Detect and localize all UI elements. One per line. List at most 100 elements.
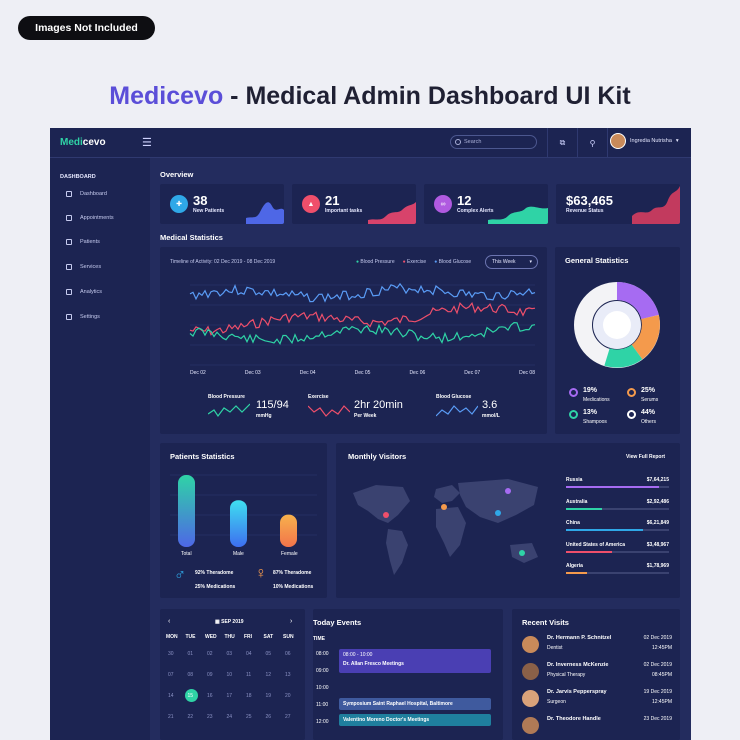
view-full-report-link[interactable]: View Full Report bbox=[626, 454, 666, 460]
user-menu[interactable]: Ingredia Nutrisha ▾ bbox=[610, 133, 679, 149]
patients-bar-chart bbox=[170, 474, 317, 547]
calendar-day[interactable]: 03 bbox=[226, 651, 233, 657]
calendar-day[interactable]: 26 bbox=[265, 714, 272, 720]
range-select[interactable]: This Week ▾ bbox=[485, 255, 538, 269]
calendar-day[interactable]: 08 bbox=[187, 672, 194, 678]
general-statistics-donut bbox=[574, 282, 660, 368]
calendar-day[interactable]: 02 bbox=[207, 651, 213, 657]
range-select-value: This Week bbox=[492, 259, 516, 265]
menu-icon[interactable]: ☰ bbox=[142, 137, 152, 149]
stat-sparkline bbox=[436, 405, 478, 417]
overview-value: $63,465 bbox=[566, 193, 613, 208]
sidebar-item-settings[interactable]: Settings bbox=[66, 314, 100, 320]
sidebar-item-label: Settings bbox=[80, 314, 100, 320]
monthly-visitors-title: Monthly Visitors bbox=[348, 452, 407, 461]
calendar-day[interactable]: 16 bbox=[207, 693, 213, 699]
calendar-day[interactable]: 23 bbox=[207, 714, 213, 720]
calendar-day[interactable]: 22 bbox=[187, 714, 194, 720]
logo[interactable]: Medicevo bbox=[60, 137, 106, 148]
calendar-day[interactable]: 17 bbox=[226, 693, 233, 699]
selected-day-highlight bbox=[184, 689, 198, 702]
calendar-day[interactable]: 04 bbox=[246, 651, 252, 657]
calendar-month: ▦ SEP 2019 bbox=[215, 619, 244, 625]
search-input[interactable]: Search bbox=[450, 135, 537, 149]
calendar-day[interactable]: 01 bbox=[187, 651, 194, 657]
event-title: Dr. Allan Fresco Meetings bbox=[343, 661, 404, 667]
calendar-day[interactable]: 15 bbox=[187, 693, 194, 699]
asia-shape bbox=[458, 479, 538, 523]
calendar-day[interactable]: 14 bbox=[168, 693, 174, 699]
services-icon bbox=[66, 264, 72, 270]
medical-line-chart bbox=[189, 282, 536, 366]
calendar-day[interactable]: 11 bbox=[246, 672, 252, 678]
calendar-day[interactable]: 10 bbox=[226, 672, 233, 678]
calendar-day[interactable]: 12 bbox=[265, 672, 272, 678]
stat-name: Blood Pressure bbox=[208, 394, 245, 400]
calendar-day[interactable]: 19 bbox=[265, 693, 272, 699]
calendar-day[interactable]: 25 bbox=[246, 714, 252, 720]
donut-slice-serums bbox=[631, 314, 660, 360]
stat-blood-pressure: Blood Pressure bbox=[208, 394, 250, 420]
calendar-day[interactable]: 13 bbox=[285, 672, 291, 678]
event-block[interactable]: 08:00 - 10:00 Dr. Allan Fresco Meetings bbox=[339, 649, 491, 673]
calendar-day[interactable]: 18 bbox=[246, 693, 252, 699]
sidebar-item-label: Dashboard bbox=[80, 191, 107, 197]
calendar-day[interactable]: 09 bbox=[207, 672, 213, 678]
x-tick-label: Dec 02 bbox=[190, 370, 206, 376]
logo-part-a: Medi bbox=[60, 137, 83, 148]
legend-pct: 25% bbox=[641, 387, 656, 394]
doctor-role: Dentist bbox=[547, 645, 563, 651]
europe-shape bbox=[434, 485, 460, 503]
calendar-day[interactable]: 07 bbox=[168, 672, 174, 678]
calendar-day[interactable]: 21 bbox=[168, 714, 174, 720]
calendar-day[interactable]: 06 bbox=[285, 651, 291, 657]
overview-card-tasks[interactable]: ▲ 21 Important tasks bbox=[292, 184, 416, 224]
today-events-title: Today Events bbox=[313, 618, 362, 627]
weekday-label: MON bbox=[166, 634, 178, 640]
calendar-day[interactable]: 27 bbox=[285, 714, 291, 720]
visitor-bar-fill bbox=[566, 572, 587, 574]
visit-time: 08:45PM bbox=[651, 672, 672, 678]
weekday-label: SUN bbox=[283, 634, 294, 640]
overview-card-alerts[interactable]: ∞ 12 Complex Alerts bbox=[424, 184, 548, 224]
visit-date: 19 Dec 2019 bbox=[643, 689, 672, 695]
calendar-day[interactable]: 24 bbox=[226, 714, 233, 720]
next-month-button[interactable]: › bbox=[290, 618, 293, 625]
sidebar-item-appointments[interactable]: Appointments bbox=[66, 215, 114, 221]
sidebar-item-dashboard[interactable]: Dashboard bbox=[66, 191, 107, 197]
event-block[interactable]: Symposium Saint Raphael Hospital, Baltim… bbox=[339, 698, 491, 710]
recent-visit-row[interactable]: Dr. Inverness McKenzie Physical Therapy … bbox=[522, 660, 672, 684]
recent-visit-row[interactable]: Dr. Jarvis Pepperspray Surgeon 19 Dec 20… bbox=[522, 687, 672, 711]
sidebar-item-analytics[interactable]: Analytics bbox=[66, 289, 102, 295]
blood-glucose-line bbox=[189, 282, 536, 303]
recent-visit-row[interactable]: Dr. Hermann P. Schnitzel Dentist 02 Dec … bbox=[522, 633, 672, 657]
overview-card-new-patients[interactable]: ✚ 38 New Patients bbox=[160, 184, 284, 224]
link-icon[interactable]: ⚲ bbox=[577, 128, 607, 158]
event-block[interactable]: Valentino Moreno Doctor's Meetings bbox=[339, 714, 491, 726]
calendar-day[interactable]: 30 bbox=[168, 651, 174, 657]
search-icon bbox=[455, 139, 461, 145]
calendar-day[interactable]: 20 bbox=[285, 693, 291, 699]
calendar-day[interactable]: 05 bbox=[265, 651, 272, 657]
recent-visit-row[interactable]: Dr. Theodore Handle 23 Dec 2019 bbox=[522, 714, 672, 738]
sidebar-item-patients[interactable]: Patients bbox=[66, 239, 100, 245]
sidebar-item-label: Patients bbox=[80, 239, 100, 245]
sidebar-item-services[interactable]: Services bbox=[66, 264, 101, 270]
stat-value: 3.6 bbox=[482, 399, 498, 411]
share-icon[interactable]: ⧉ bbox=[547, 128, 577, 158]
gear-icon bbox=[66, 314, 72, 320]
blood-pressure-line bbox=[189, 321, 536, 346]
legend-blood-pressure: ● Blood Pressure bbox=[356, 259, 395, 265]
visitor-bar-track bbox=[566, 572, 669, 574]
prev-month-button[interactable]: ‹ bbox=[168, 618, 171, 625]
time-header: TIME bbox=[313, 636, 325, 642]
dashboard-preview: Medicevo ☰ Search ⧉ ⚲ Ingredia Nutrisha … bbox=[50, 128, 691, 740]
patients-statistics-title: Patients Statistics bbox=[170, 452, 235, 461]
tasks-icon: ▲ bbox=[302, 195, 320, 213]
overview-value: 12 bbox=[457, 193, 472, 208]
female-stat: 10% Medications bbox=[273, 584, 314, 590]
legend-label: Blood Glucose bbox=[438, 259, 472, 265]
overview-card-revenue[interactable]: $63,465 Revenue Status bbox=[556, 184, 680, 224]
sidebar-item-label: Services bbox=[80, 264, 102, 270]
africa-shape bbox=[436, 507, 466, 557]
